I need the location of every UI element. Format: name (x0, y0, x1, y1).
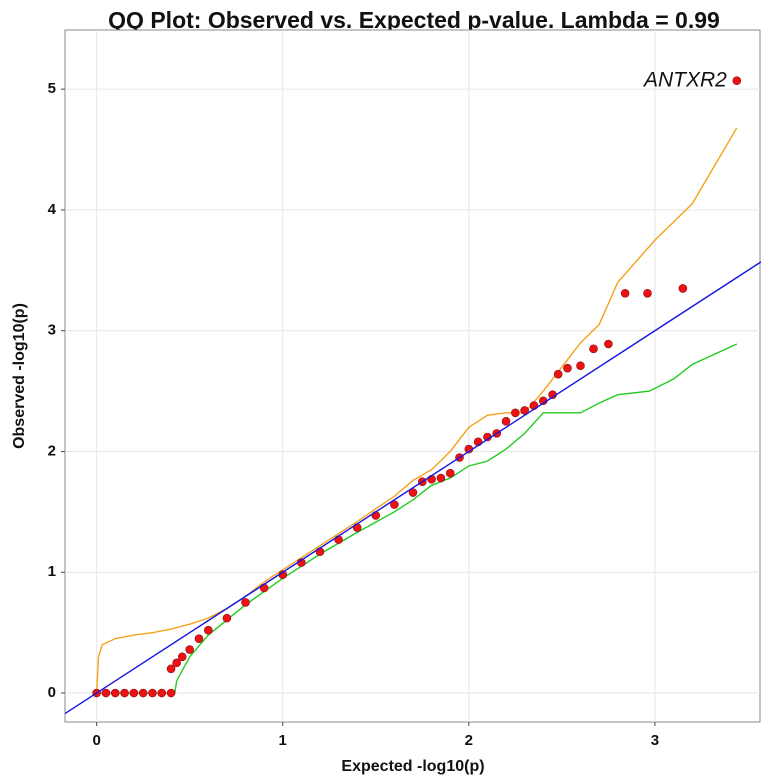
point (120, 688, 129, 698)
point (445, 468, 455, 478)
point (203, 625, 213, 635)
point (138, 688, 148, 698)
line (96, 343, 738, 694)
point (110, 688, 120, 698)
y-tick-label: 0 (48, 684, 56, 701)
y-tick-label: 3 (48, 322, 56, 339)
point (589, 344, 598, 354)
line (65, 261, 761, 715)
y-axis-title: Observed -log10(p) (11, 303, 28, 449)
y-tick-label: 1 (48, 563, 56, 580)
point (620, 288, 630, 298)
plot-panel (64, 29, 761, 723)
x-tick-label: 1 (279, 732, 287, 749)
x-tick-label: 2 (465, 732, 473, 749)
point (101, 688, 111, 698)
point (436, 473, 446, 483)
point (511, 408, 520, 418)
point (157, 688, 167, 698)
point (643, 288, 652, 298)
point (148, 688, 157, 698)
point (129, 688, 139, 698)
point (241, 598, 250, 607)
point (222, 613, 232, 623)
point (604, 339, 613, 349)
x-tick-label: 3 (651, 732, 659, 749)
point (194, 634, 204, 643)
x-axis-title: Expected -log10(p) (341, 758, 484, 775)
point (166, 688, 176, 698)
point (563, 363, 572, 373)
line (95, 127, 738, 694)
point (185, 645, 194, 654)
y-tick-label: 2 (48, 442, 56, 459)
point (678, 284, 688, 293)
y-tick-label: 5 (48, 80, 56, 97)
y-tick-label: 4 (48, 201, 57, 218)
annotation: ANTXR2 (642, 68, 727, 91)
point (501, 416, 511, 426)
chart-title: QQ Plot: Observed vs. Expected p-value. … (108, 7, 720, 33)
point (166, 664, 176, 674)
point (732, 76, 742, 86)
point (172, 658, 181, 668)
point (177, 652, 187, 662)
x-tick-label: 0 (92, 732, 100, 749)
point (553, 369, 563, 379)
point (576, 361, 585, 371)
